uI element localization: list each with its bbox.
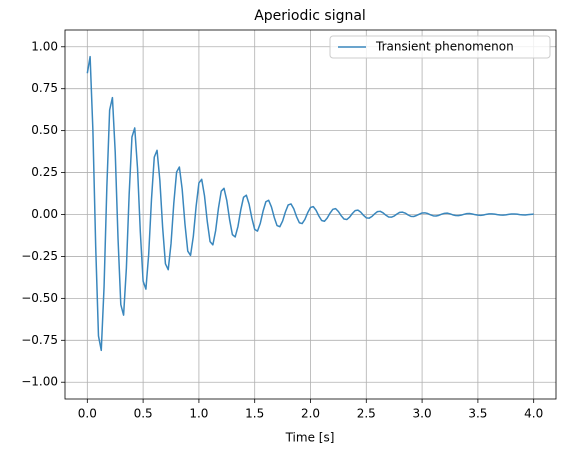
x-tick-label: 0.5 (134, 407, 153, 421)
y-tick-label: 1.00 (31, 39, 58, 53)
x-tick-label: 2.0 (301, 407, 320, 421)
y-tick-label: 0.75 (31, 81, 58, 95)
x-tick-label: 3.5 (468, 407, 487, 421)
x-tick-label: 0.0 (78, 407, 97, 421)
line-series (86, 55, 534, 352)
chart-title: Aperiodic signal (254, 8, 366, 24)
y-tick-label: 0.00 (31, 207, 58, 221)
x-tick-label: 2.5 (357, 407, 376, 421)
x-tick-label: 3.0 (413, 407, 432, 421)
y-tick-label: 0.50 (31, 123, 58, 137)
y-tick-label: −1.00 (21, 375, 58, 389)
x-tick-label: 4.0 (524, 407, 543, 421)
legend-label: Transient phenomenon (375, 40, 514, 54)
y-tick-label: −0.25 (21, 249, 58, 263)
x-tick-label: 1.5 (245, 407, 264, 421)
y-tick-label: 0.25 (31, 165, 58, 179)
x-tick-label: 1.0 (189, 407, 208, 421)
y-tick-label: −0.50 (21, 291, 58, 305)
plot-frame (64, 29, 557, 400)
x-axis-label: Time [s] (285, 431, 335, 445)
legend-box (329, 35, 551, 59)
y-tick-label: −0.75 (21, 333, 58, 347)
